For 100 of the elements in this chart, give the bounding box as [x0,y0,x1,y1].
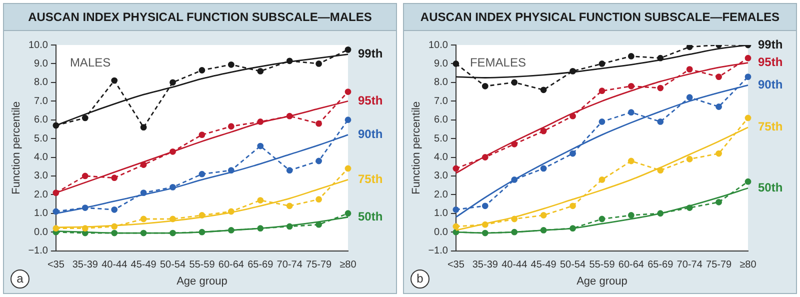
annotation: FEMALES [470,55,526,70]
y-tick-label: 8.0 [434,77,448,88]
y-tick-label: 2.0 [34,189,48,200]
point [540,128,547,134]
point [257,142,264,150]
x-tick-label: 35-39 [72,260,98,271]
point [744,178,752,185]
point [52,190,60,196]
point [511,216,518,222]
point [744,114,752,122]
series-label: 95th [358,93,383,108]
point [570,112,576,120]
x-tick-label: ≥80 [340,260,357,271]
y-tick-label: 0.0 [34,226,48,238]
point [257,225,264,232]
point [598,118,606,125]
point [570,225,576,232]
series-label: 99th [758,37,783,52]
point [744,74,752,80]
point [111,77,118,84]
text: a [16,271,24,286]
point [686,66,693,73]
point [598,60,606,67]
x-tick-label: 50-54 [160,260,186,271]
point [511,176,518,183]
x-tick-label: 65-69 [648,260,674,271]
point [316,158,322,164]
point [628,82,634,90]
y-tick-label: 6.0 [34,114,48,126]
point [598,176,606,183]
x-tick-label: 40-44 [502,260,528,271]
point [540,165,547,172]
point [628,109,634,116]
point [170,148,176,155]
point [170,230,176,236]
y-tick-label: 0.0 [434,226,448,238]
point [257,118,264,125]
point [198,170,206,178]
point [140,216,147,222]
series-label: 50th [758,180,783,194]
chart-title: AUSCAN INDEX PHYSICAL FUNCTION SUBSCALE—FEMALES [404,4,796,31]
y-tick-label: 9.0 [434,58,448,70]
y-tick-label: 7.0 [434,96,448,107]
point [628,53,634,60]
point [228,227,234,234]
annotation: MALES [70,55,111,70]
point [344,116,352,124]
point [111,223,118,230]
x-tick-label: 50-54 [560,260,586,271]
point [452,223,460,230]
y-tick-label: 1.0 [434,208,448,220]
text: b [416,271,424,286]
point [257,197,264,204]
point [716,104,722,110]
point [482,230,488,236]
point [344,210,352,217]
x-tick-label: 45-49 [130,260,157,271]
y-tick-label: −1.0 [28,246,48,257]
x-tick-label: 35-39 [472,260,498,271]
point [452,206,460,213]
x-tick-label: ≥80 [740,260,757,271]
point [140,190,147,196]
point [628,158,634,164]
y-tick-label: 2.0 [434,189,448,200]
x-tick-label: 65-69 [248,260,274,271]
point [482,202,488,210]
point [657,84,664,92]
y-tick-label: 10.0 [28,40,48,51]
point [140,230,147,236]
point [228,123,234,130]
x-axis-title: Age group [576,275,628,288]
x-tick-label: 55-59 [189,260,216,271]
point [198,67,206,74]
y-tick-label: 8.0 [34,77,48,88]
point [228,167,234,174]
x-axis-title: Age group [176,275,228,288]
y-tick-label: 3.0 [34,170,48,182]
point [52,208,60,215]
point [716,74,722,80]
point [570,202,576,210]
series-label: 90th [758,78,783,92]
point [140,124,147,131]
y-tick-label: 5.0 [34,133,48,144]
point [82,204,88,211]
y-axis-title: Function percentile [10,101,23,194]
x-tick-label: 40-44 [102,260,128,271]
point [286,223,293,230]
series-label: 95th [758,55,783,70]
point [82,225,88,232]
point [540,227,547,234]
point [111,174,118,182]
point [598,216,606,222]
point [628,212,634,218]
point [686,45,693,50]
point [744,54,752,62]
point [170,184,176,190]
point [170,216,176,222]
x-tick-label: 60-64 [618,260,644,271]
point [344,46,352,53]
x-tick-label: 45-49 [530,260,557,271]
